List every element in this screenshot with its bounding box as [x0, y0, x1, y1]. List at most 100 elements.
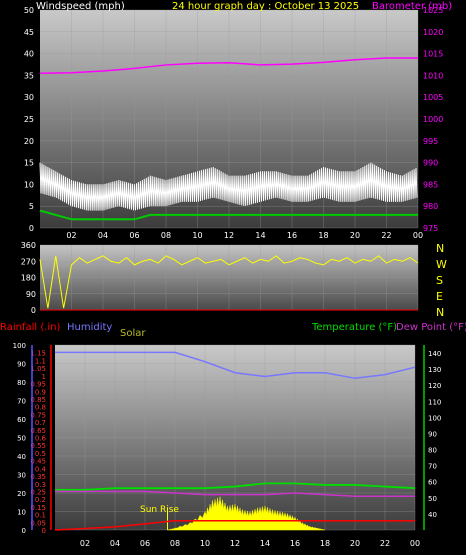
time-tick-label: 20 — [350, 231, 360, 240]
windspeed-tick-label: 35 — [24, 71, 34, 80]
temperature-tick-label: 100 — [428, 414, 441, 422]
windspeed-line — [39, 162, 418, 211]
direction-tick-label: 90 — [26, 290, 36, 299]
rainfall-tick-label: 0.95 — [30, 381, 46, 389]
time-tick-label: 10 — [200, 539, 210, 548]
windspeed-tick-label: 0 — [29, 224, 34, 233]
rainfall-tick-label: 0.85 — [30, 396, 46, 404]
wind-direction-line — [39, 255, 419, 309]
dew-point-line — [55, 490, 415, 497]
humidity-tick-label: 20 — [17, 490, 26, 498]
time-tick-label: 06 — [140, 539, 150, 548]
rainfall-tick-label: 0.7 — [35, 419, 46, 427]
time-tick-label: 08 — [170, 539, 180, 548]
rainfall-tick-label: 0.35 — [30, 473, 46, 481]
rainfall-tick-label: 0.75 — [30, 411, 46, 419]
humidity-tick-label: 80 — [17, 379, 26, 387]
time-tick-label: 02 — [66, 231, 76, 240]
windspeed-tick-label: 20 — [24, 137, 34, 146]
sun-rise-label: Sun Rise — [140, 505, 179, 515]
barometer-tick-label: 1020 — [423, 28, 443, 37]
temperature-tick-label: 70 — [428, 463, 437, 471]
humidity-tick-label: 40 — [17, 453, 26, 461]
time-tick-label: 14 — [260, 539, 270, 548]
humidity-tick-label: 0 — [22, 527, 26, 535]
direction-tick-label: 180 — [21, 274, 36, 283]
humidity-tick-label: 10 — [17, 509, 26, 517]
barometer-tick-label: 975 — [423, 224, 438, 233]
humidity-line — [55, 351, 416, 380]
marks-panel-1 — [39, 57, 418, 221]
time-tick-label: 06 — [129, 231, 139, 240]
rainfall-tick-label: 0.15 — [30, 504, 46, 512]
rainfall-tick-label: 0.65 — [30, 427, 46, 435]
time-tick-label: 00 — [410, 539, 420, 548]
legend-dew-point: Dew Point (°F) — [396, 322, 466, 333]
rainfall-line — [54, 520, 415, 531]
rainfall-tick-label: 0.55 — [30, 442, 46, 450]
time-tick-label: 18 — [318, 231, 328, 240]
rainfall-tick-label: 0.1 — [35, 512, 46, 520]
barometer-tick-label: 1005 — [423, 93, 443, 102]
legend-temperature: Temperature (°F) — [311, 322, 397, 333]
temperature-tick-label: 110 — [428, 398, 441, 406]
humidity-tick-label: 50 — [17, 435, 26, 443]
windspeed-tick-label: 25 — [24, 115, 34, 124]
barometer-tick-label: 995 — [423, 137, 438, 146]
time-tick-label: 18 — [320, 539, 330, 548]
barometer-line — [39, 57, 418, 74]
time-tick-label: 14 — [255, 231, 265, 240]
time-tick-label: 04 — [98, 231, 108, 240]
compass-n-top: N — [436, 242, 444, 255]
legend-solar: Solar — [120, 328, 146, 339]
time-tick-label: 22 — [380, 539, 390, 548]
direction-tick-label: 0 — [31, 306, 36, 315]
marks-panel-3 — [54, 351, 416, 531]
direction-tick-label: 360 — [21, 241, 36, 250]
graph-title: 24 hour graph day : October 13 2025 — [172, 1, 359, 12]
compass-n-bottom: N — [436, 306, 444, 319]
barometer-tick-label: 985 — [423, 180, 438, 189]
rainfall-tick-label: 1.15 — [30, 350, 46, 358]
rainfall-tick-label: 0.9 — [35, 388, 46, 396]
temperature-tick-label: 40 — [428, 511, 437, 519]
time-tick-label: 10 — [192, 231, 202, 240]
time-tick-label: 16 — [290, 539, 300, 548]
rainfall-tick-label: 0.8 — [35, 404, 46, 412]
windspeed-tick-label: 50 — [24, 6, 34, 15]
time-tick-label: 08 — [161, 231, 171, 240]
temperature-tick-label: 130 — [428, 366, 441, 374]
windspeed-tick-label: 10 — [24, 180, 34, 189]
rainfall-tick-label: 0.6 — [35, 435, 47, 443]
barometer-tick-label: 990 — [423, 159, 438, 168]
temperature-tick-label: 120 — [428, 382, 441, 390]
humidity-tick-label: 30 — [17, 472, 26, 480]
temperature-line — [55, 482, 416, 491]
humidity-tick-label: 100 — [13, 342, 26, 350]
time-tick-label: 02 — [80, 539, 90, 548]
rainfall-tick-label: 1.1 — [35, 357, 46, 365]
barometer-tick-label: 1015 — [423, 50, 443, 59]
time-tick-label: 12 — [224, 231, 234, 240]
rainfall-tick-label: 0.4 — [35, 465, 47, 473]
windspeed-tick-label: 45 — [24, 28, 34, 37]
barometer-tick-label: 1025 — [423, 6, 443, 15]
temperature-tick-label: 90 — [428, 430, 437, 438]
compass-s: S — [436, 274, 443, 287]
time-tick-label: 16 — [287, 231, 297, 240]
wind-average-line — [39, 209, 418, 221]
axis-ticks: 0510152025303540455097598098599099510001… — [13, 6, 444, 548]
time-tick-label: 12 — [230, 539, 240, 548]
temperature-tick-label: 80 — [428, 447, 437, 455]
rainfall-tick-label: 0.2 — [35, 496, 46, 504]
rainfall-tick-label: 1.05 — [30, 365, 46, 373]
legend-humidity: Humidity — [67, 322, 112, 333]
rainfall-tick-label: 0.05 — [30, 519, 46, 527]
compass-w: W — [436, 258, 447, 271]
barometer-tick-label: 1010 — [423, 71, 443, 80]
rainfall-tick-label: 0.5 — [35, 450, 46, 458]
humidity-tick-label: 90 — [17, 361, 26, 369]
temperature-tick-label: 60 — [428, 479, 437, 487]
